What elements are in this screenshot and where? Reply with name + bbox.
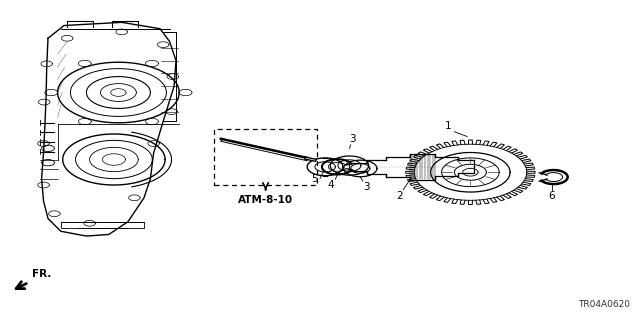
Text: 3: 3 — [349, 134, 355, 144]
Text: 1: 1 — [445, 121, 451, 131]
Text: ATM-8-10: ATM-8-10 — [238, 195, 293, 204]
Text: 5: 5 — [312, 174, 318, 184]
Text: TR04A0620: TR04A0620 — [579, 300, 630, 309]
Text: 4: 4 — [328, 180, 334, 190]
Text: 3: 3 — [364, 182, 370, 192]
Text: 6: 6 — [548, 191, 555, 201]
Text: FR.: FR. — [32, 269, 51, 279]
Bar — [214, 129, 317, 185]
Text: 2: 2 — [397, 191, 403, 201]
